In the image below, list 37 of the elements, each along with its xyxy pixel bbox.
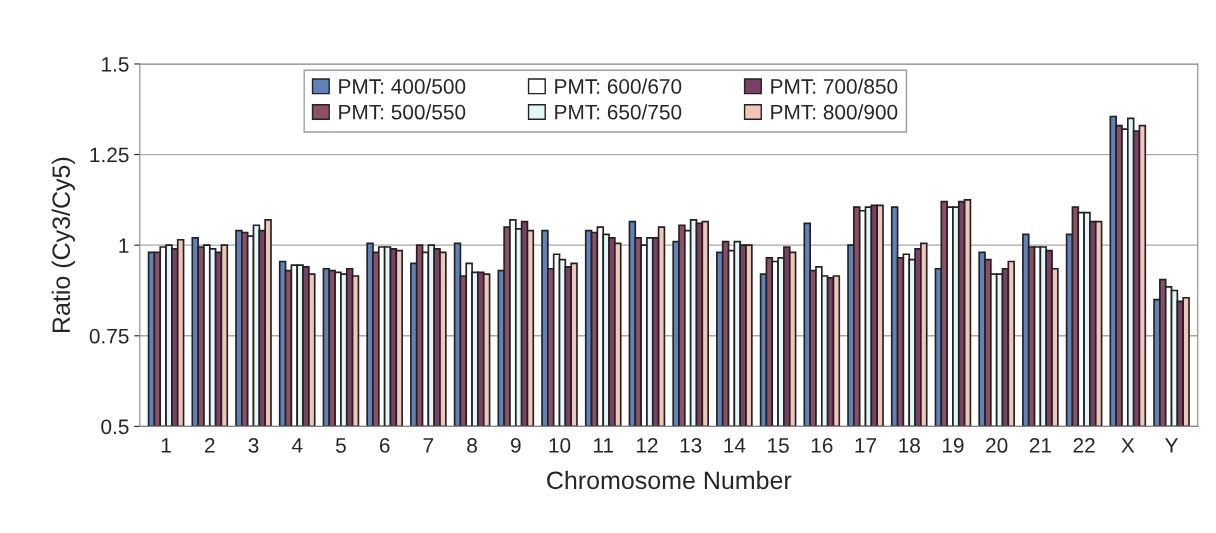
legend-label: PMT: 600/670 [555, 78, 682, 94]
x-tick-label: 15 [768, 438, 789, 453]
x-tick-label: 4 [291, 438, 303, 453]
x-tick-label: 16 [811, 438, 833, 453]
y-axis-title: Ratio (Cy3/Cy5) [51, 157, 75, 333]
x-tick-label: 17 [855, 438, 877, 453]
x-tick-label: Y [1165, 438, 1179, 453]
y-tick-label: 1 [119, 238, 129, 253]
y-tick-label: 1.25 [90, 147, 129, 163]
x-tick-label: 8 [467, 438, 477, 453]
x-tick-label: 22 [1073, 438, 1095, 453]
legend-label: PMT: 650/750 [555, 104, 682, 120]
legend-label: PMT: 800/900 [771, 104, 898, 120]
x-tick-label: 2 [205, 438, 215, 453]
x-tick-label: 14 [724, 438, 746, 453]
x-tick-label: 9 [510, 438, 521, 453]
x-tick-label: 18 [899, 438, 920, 453]
x-tick-label: 19 [942, 438, 964, 453]
x-tick-label: 20 [986, 438, 1008, 453]
x-tick-label: 3 [248, 438, 259, 453]
y-tick-label: 0.5 [101, 419, 129, 435]
x-tick-label: 1 [161, 438, 171, 453]
x-tick-label: 6 [379, 438, 390, 453]
x-axis-title: Chromosome Number [547, 470, 792, 490]
legend-label: PMT: 400/500 [339, 78, 466, 94]
y-tick-label: 1.5 [102, 57, 129, 72]
x-tick-label: 11 [594, 438, 614, 453]
x-tick-label: 12 [636, 438, 658, 453]
legend-label: PMT: 500/550 [339, 104, 466, 120]
x-tick-label: 5 [335, 438, 346, 453]
y-tick-label: 0.75 [89, 328, 129, 344]
x-tick-label: 13 [680, 438, 702, 453]
x-tick-label: 21 [1029, 438, 1051, 453]
x-tick-label: X [1121, 438, 1135, 453]
x-tick-label: 10 [549, 438, 571, 453]
x-tick-label: 7 [423, 438, 434, 453]
legend-label: PMT: 700/850 [771, 78, 898, 94]
